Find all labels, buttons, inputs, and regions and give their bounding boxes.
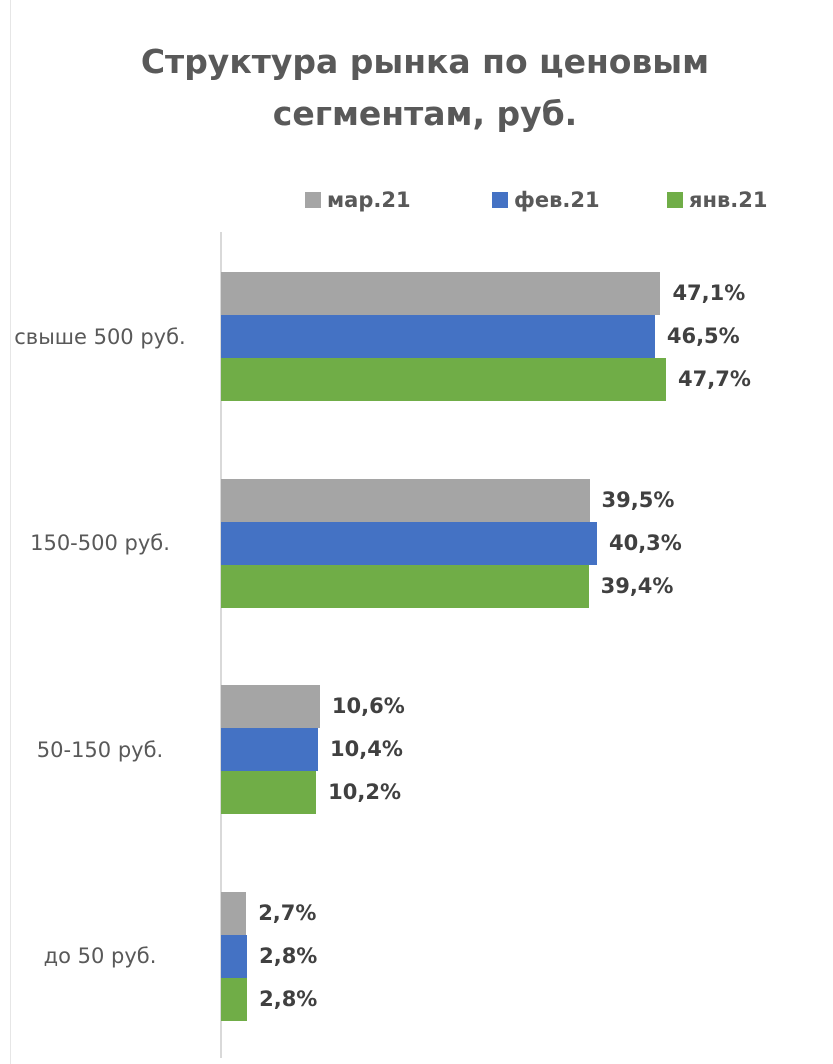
value-label: 10,2% — [328, 780, 402, 804]
legend-label: янв.21 — [689, 188, 768, 212]
category-label: 50-150 руб. — [36, 737, 164, 762]
value-label: 46,5% — [666, 324, 740, 348]
legend-label: фев.21 — [514, 188, 600, 212]
bar — [221, 272, 661, 315]
value-label: 2,8% — [259, 943, 318, 968]
bar — [221, 315, 655, 358]
bar — [221, 728, 319, 771]
category-label: до 50 руб. — [43, 944, 157, 968]
value-label: 2,8% — [259, 986, 318, 1011]
bar — [221, 521, 597, 565]
bar — [221, 478, 590, 522]
legend-swatch — [305, 192, 321, 208]
value-label: 39,5% — [601, 487, 675, 512]
value-label: 39,4% — [600, 573, 674, 598]
bar — [221, 771, 317, 814]
value-label: 2,7% — [258, 900, 317, 925]
frame-edge — [10, 0, 11, 1064]
value-label: 47,7% — [678, 367, 751, 391]
value-label: 10,6% — [331, 694, 405, 718]
bar — [221, 891, 247, 935]
bar — [221, 934, 248, 978]
legend-swatch — [492, 192, 508, 208]
value-label: 47,1% — [672, 281, 746, 305]
category-label: свыше 500 руб. — [14, 324, 186, 349]
legend-swatch — [667, 192, 683, 208]
value-label: 10,4% — [330, 737, 403, 761]
chart-title: Структура рынка по ценовым сегментам, ру… — [140, 42, 710, 133]
value-label: 40,3% — [608, 530, 682, 555]
category-label: 150-500 руб. — [30, 531, 170, 555]
bar — [221, 685, 320, 728]
bar — [221, 564, 589, 608]
bar — [221, 358, 667, 401]
bar — [221, 977, 248, 1021]
axis-line — [220, 232, 222, 1058]
legend-label: мар.21 — [327, 188, 411, 212]
